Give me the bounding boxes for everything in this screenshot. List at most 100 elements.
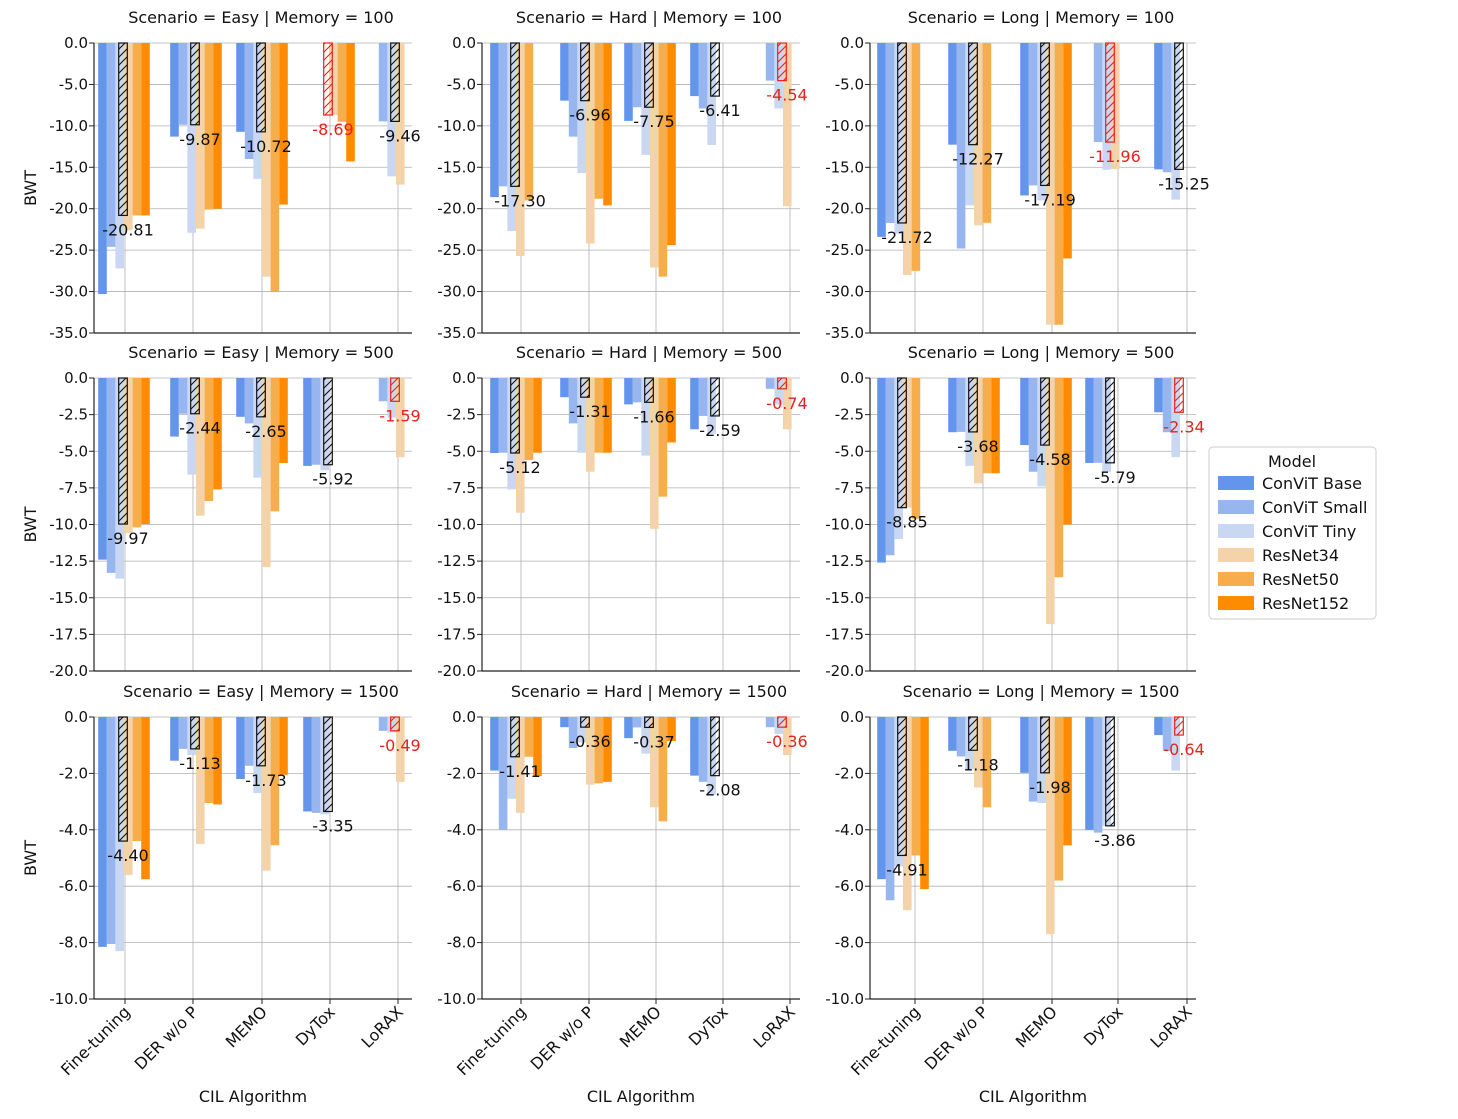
bar	[378, 43, 388, 122]
bar-value-label: -2.65	[245, 422, 286, 441]
bar	[396, 43, 405, 185]
chart-panel: 0.0 -5.0 -10.0 -15.0 -20.0 -25.0 -30.0 -35.0 -20…	[21, 8, 421, 342]
bar	[877, 717, 886, 880]
bar	[106, 378, 116, 573]
panel-title: Scenario = Hard | Memory = 500	[516, 343, 782, 362]
bar	[507, 717, 516, 799]
y-tick-label: -15.0	[49, 589, 88, 607]
bar	[698, 43, 708, 109]
bar	[1111, 43, 1120, 169]
y-tick-label: -12.5	[437, 552, 476, 570]
bar	[911, 378, 921, 519]
bar	[765, 378, 775, 389]
bar	[124, 43, 133, 231]
y-tick-label: -10.0	[825, 516, 864, 534]
highlight-bar	[968, 716, 978, 751]
bar	[396, 378, 405, 458]
chart-panel: 0.0 -2.5 -5.0 -7.5 -10.0 -12.5 -15.0 -17.5 -20.0…	[21, 343, 421, 680]
bar	[667, 378, 676, 443]
highlight-bar	[190, 377, 200, 415]
bar	[974, 717, 983, 788]
bar	[1154, 378, 1163, 413]
bar	[196, 378, 205, 516]
bar	[765, 43, 775, 81]
bar	[974, 43, 983, 226]
bar	[877, 43, 886, 237]
bar-value-label: -2.34	[1163, 417, 1204, 436]
legend-swatch	[1218, 500, 1254, 514]
bar	[1171, 378, 1180, 458]
legend-swatch	[1218, 572, 1254, 586]
y-tick-label: 0.0	[64, 369, 88, 387]
bar	[948, 43, 957, 145]
y-tick-label: 0.0	[840, 708, 864, 726]
panel-title: Scenario = Long | Memory = 500	[908, 343, 1175, 362]
highlight-bar	[510, 377, 520, 454]
y-tick-label: -12.5	[49, 552, 88, 570]
bar	[911, 717, 921, 856]
y-tick-label: -7.5	[59, 479, 88, 497]
bar	[1063, 43, 1072, 259]
bar	[178, 717, 188, 749]
bar-value-label: -15.25	[1158, 174, 1210, 193]
y-tick-label: 0.0	[64, 708, 88, 726]
highlight-bar	[644, 716, 654, 729]
bar	[141, 378, 150, 525]
bar	[586, 43, 595, 244]
bar	[624, 717, 633, 739]
bar	[141, 43, 150, 216]
legend-swatch	[1218, 524, 1254, 538]
bar-value-label: -3.68	[957, 437, 998, 456]
bar-value-label: -3.35	[312, 816, 353, 835]
bar	[903, 378, 912, 508]
bar-value-label: -10.72	[240, 137, 292, 156]
highlight-bar	[897, 377, 907, 509]
bar	[1162, 43, 1172, 173]
y-tick-label: -17.5	[825, 625, 864, 643]
x-tick-label: DyTox	[685, 1002, 732, 1049]
bar	[586, 378, 595, 472]
y-axis-label: BWT	[21, 506, 40, 542]
chart-panel: 0.0 -5.0 -10.0 -15.0 -20.0 -25.0 -30.0 -35.0 -21…	[825, 8, 1210, 342]
bar	[524, 43, 534, 201]
bar	[911, 43, 921, 271]
highlight-bar	[710, 42, 720, 97]
bar-value-label: -6.96	[569, 106, 610, 125]
y-tick-label: -25.0	[437, 241, 476, 259]
legend-label: ConViT Base	[1262, 474, 1362, 493]
bar	[244, 43, 254, 159]
bar	[568, 378, 578, 424]
bar	[632, 717, 642, 728]
bar	[516, 717, 525, 813]
bar	[1020, 717, 1029, 773]
bar-value-label: -8.85	[886, 513, 927, 532]
bar	[178, 43, 188, 125]
bar	[187, 43, 196, 233]
y-tick-label: -10.0	[437, 990, 476, 1008]
bar	[641, 378, 650, 456]
bar	[650, 378, 659, 529]
bar	[568, 43, 578, 137]
legend-swatch	[1218, 596, 1254, 610]
highlight-bar	[190, 42, 200, 126]
y-tick-label: -35.0	[437, 324, 476, 342]
y-tick-label: 0.0	[452, 369, 476, 387]
bar	[244, 717, 254, 766]
bar	[516, 378, 525, 513]
bar	[568, 717, 578, 749]
highlight-bar	[1174, 42, 1184, 170]
y-tick-label: 0.0	[64, 34, 88, 52]
bar-value-label: -0.74	[766, 394, 807, 413]
bar	[533, 717, 542, 777]
bar	[498, 717, 508, 830]
highlight-bar	[256, 377, 266, 418]
y-tick-label: -30.0	[825, 283, 864, 301]
bar	[262, 43, 271, 277]
highlight-bar	[1105, 42, 1115, 143]
x-tick-label: Fine-tuning	[57, 1002, 134, 1079]
x-tick-label: Fine-tuning	[453, 1002, 530, 1079]
y-tick-label: -10.0	[49, 117, 88, 135]
bar	[1063, 378, 1072, 525]
y-tick-label: 0.0	[840, 369, 864, 387]
y-tick-label: -2.5	[835, 406, 864, 424]
